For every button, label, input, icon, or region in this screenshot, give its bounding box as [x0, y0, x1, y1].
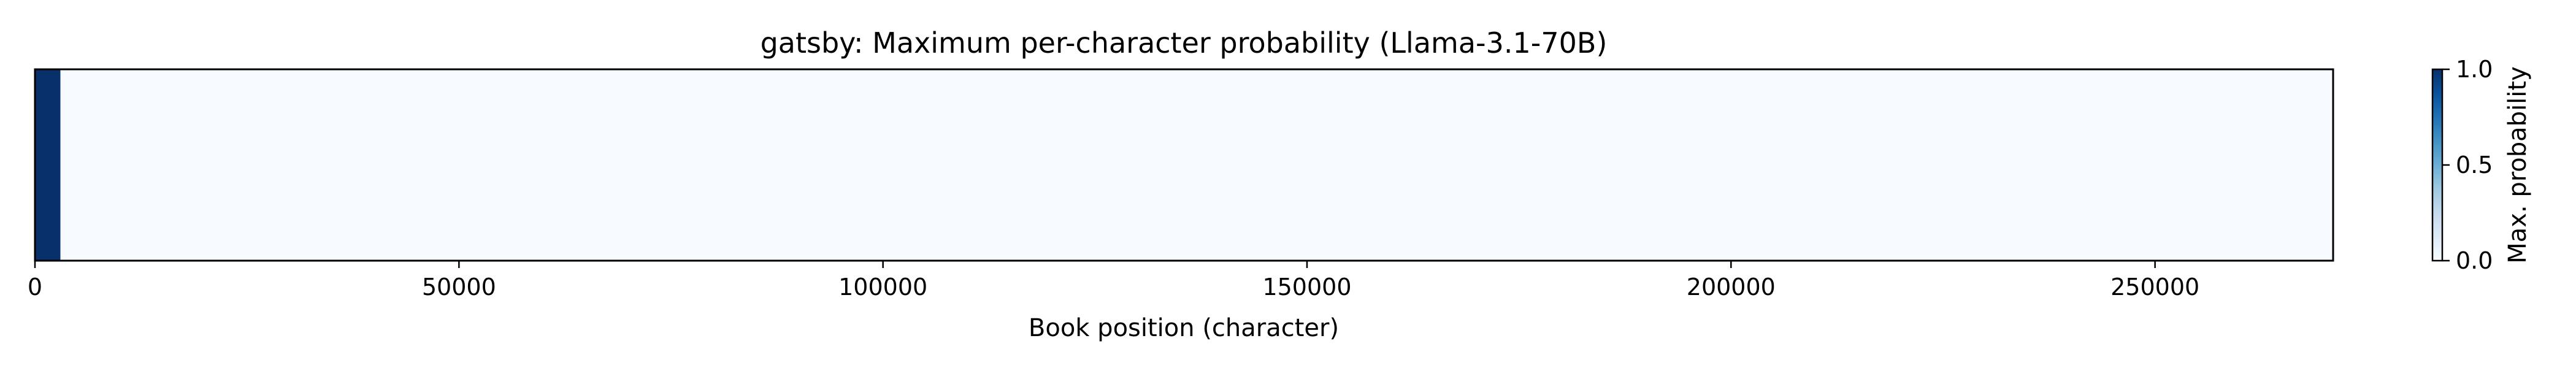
x-tick-label: 250000 — [2110, 274, 2199, 301]
x-tick-label: 0 — [28, 274, 42, 301]
x-axis-ticks: 0 50000 100000 150000 200000 250000 — [28, 261, 2199, 301]
colorbar-tick-label: 1.0 — [2456, 56, 2493, 83]
chart-title: gatsby: Maximum per-character probabilit… — [761, 26, 1608, 59]
colorbar-ticks: 0.0 0.5 1.0 — [2442, 56, 2493, 274]
heatmap-cells — [35, 69, 2333, 261]
x-tick-label: 200000 — [1687, 274, 1776, 301]
colorbar-tick-label: 0.0 — [2456, 247, 2493, 274]
plot-frame — [34, 68, 2334, 262]
heatmap-segment-0 — [35, 69, 61, 261]
colorbar-tick-label: 0.5 — [2456, 151, 2493, 178]
colorbar-label: Max. probability — [2504, 66, 2532, 264]
x-tick-label: 50000 — [422, 274, 496, 301]
x-axis-label: Book position (character) — [1029, 314, 1339, 342]
colorbar-gradient — [2432, 69, 2442, 261]
heatmap-segment-1 — [60, 69, 2333, 261]
x-tick-label: 150000 — [1262, 274, 1351, 301]
x-tick-label: 100000 — [838, 274, 927, 301]
